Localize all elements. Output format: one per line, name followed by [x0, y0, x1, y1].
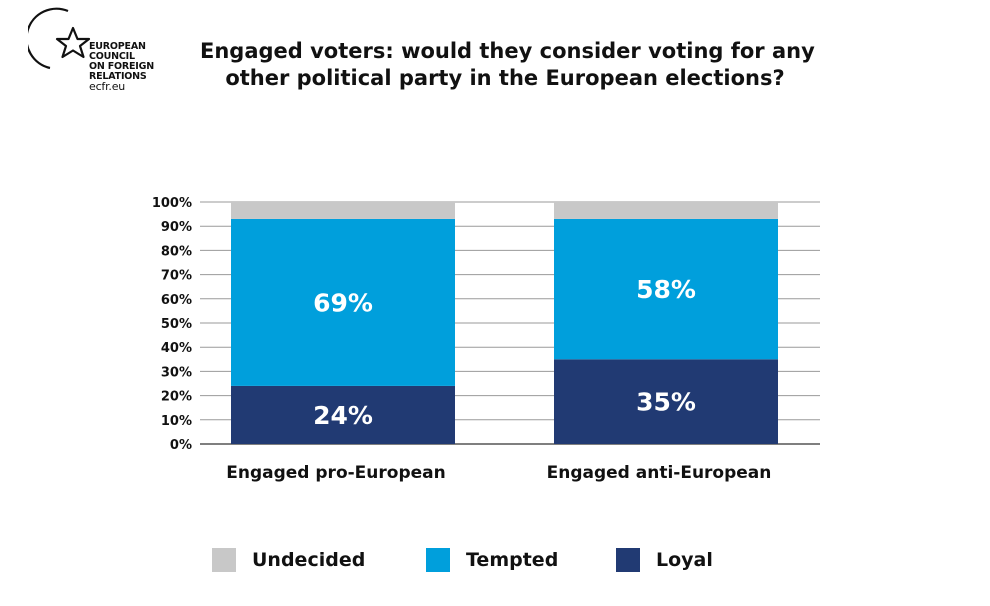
logo-line-3: ON FOREIGN: [89, 61, 154, 72]
legend-swatch-tempted: [426, 548, 450, 572]
logo-wordmark: EUROPEAN COUNCIL ON FOREIGN RELATIONS ec…: [89, 41, 154, 93]
logo-line-4: RELATIONS: [89, 71, 147, 82]
y-tick-label: 30%: [161, 365, 192, 380]
bar-undecided: [554, 202, 778, 219]
legend-item-tempted: Tempted: [426, 547, 558, 573]
bar-undecided: [231, 202, 455, 219]
y-tick-label: 60%: [161, 293, 192, 308]
legend-label-loyal: Loyal: [656, 549, 713, 571]
chart-title: Engaged voters: would they consider voti…: [200, 38, 815, 92]
legend-swatch-loyal: [616, 548, 640, 572]
data-label: 69%: [313, 288, 373, 317]
logo-url: ecfr.eu: [89, 80, 126, 93]
legend-item-undecided: Undecided: [212, 547, 365, 573]
chart-title-line-1: Engaged voters: would they consider voti…: [200, 39, 815, 63]
data-label: 58%: [636, 275, 696, 304]
y-tick-label: 80%: [161, 244, 192, 259]
y-tick-label: 40%: [161, 341, 192, 356]
y-tick-label: 50%: [161, 317, 192, 332]
ecfr-logo: EUROPEAN COUNCIL ON FOREIGN RELATIONS ec…: [28, 6, 178, 98]
bar-loyal: [554, 359, 778, 444]
bar-tempted: [231, 218, 455, 386]
chart-title-line-2: other political party in the European el…: [225, 66, 785, 90]
x-category-label: Engaged anti-European: [547, 463, 772, 483]
y-tick-label: 10%: [161, 414, 192, 429]
y-tick-label: 0%: [170, 438, 192, 453]
y-tick-label: 90%: [161, 220, 192, 235]
y-tick-label: 100%: [152, 196, 192, 211]
legend-swatch-undecided: [212, 548, 236, 572]
legend-label-undecided: Undecided: [252, 549, 366, 571]
x-category-label: Engaged pro-European: [226, 463, 445, 483]
bar-tempted: [554, 218, 778, 360]
y-tick-label: 70%: [161, 269, 192, 284]
bar-loyal: [231, 385, 455, 444]
data-label: 35%: [636, 388, 696, 417]
star-circle-icon: [28, 7, 91, 70]
legend-item-loyal: Loyal: [616, 547, 713, 573]
legend-label-tempted: Tempted: [466, 549, 559, 571]
data-label: 24%: [313, 401, 373, 430]
y-tick-label: 20%: [161, 390, 192, 405]
logo-line-2: COUNCIL: [89, 51, 135, 62]
logo-line-1: EUROPEAN: [89, 41, 146, 52]
